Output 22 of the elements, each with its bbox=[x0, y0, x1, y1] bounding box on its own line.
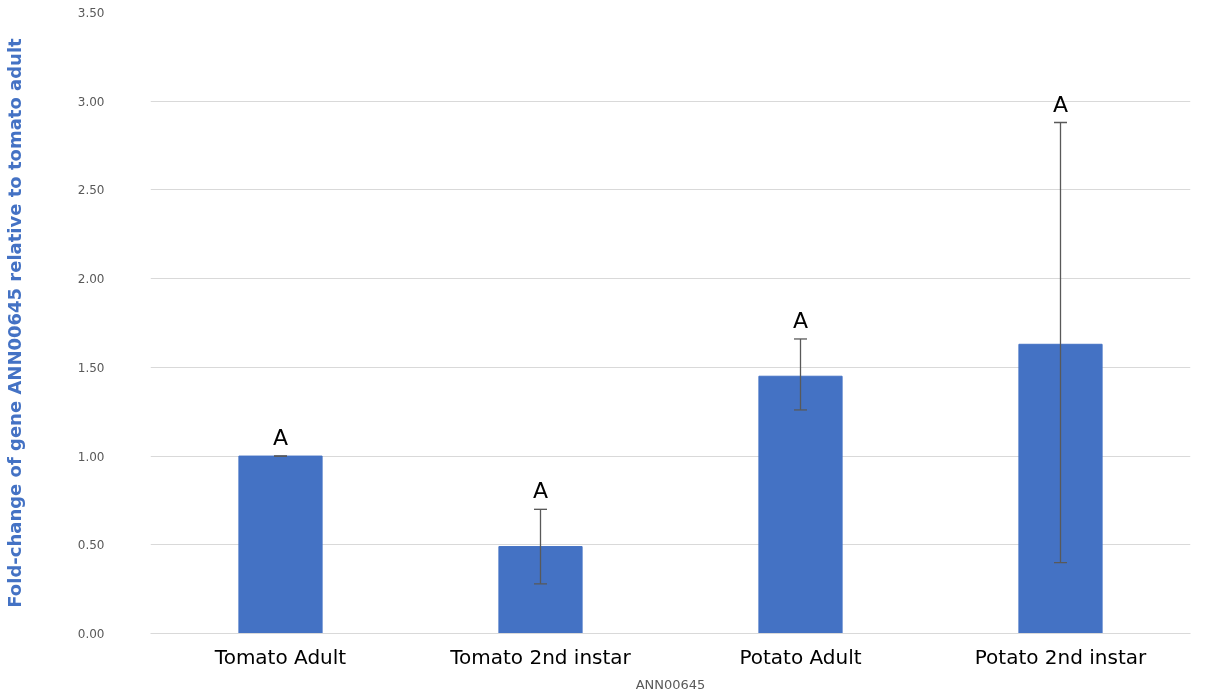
x-tick-label: Potato 2nd instar bbox=[974, 644, 1148, 669]
x-axis-title: ANN00645 bbox=[635, 676, 706, 692]
x-tick-label: Tomato Adult bbox=[213, 644, 347, 669]
y-tick-label: 0.00 bbox=[77, 627, 105, 641]
bar bbox=[758, 375, 843, 634]
y-tick-label: 3.00 bbox=[77, 94, 105, 109]
annotation: A bbox=[272, 425, 289, 451]
y-tick-label: 0.50 bbox=[77, 538, 105, 553]
y-tick-label: 2.00 bbox=[77, 272, 105, 287]
y-axis-title: Fold-change of gene ANN00645 relative to tomato adult bbox=[3, 37, 25, 608]
y-tick-label: 1.00 bbox=[77, 449, 105, 464]
bar bbox=[1018, 343, 1103, 634]
y-tick-label: 2.50 bbox=[77, 183, 105, 198]
annotation: A bbox=[1052, 91, 1069, 117]
y-tick-label: 1.50 bbox=[77, 360, 105, 375]
x-tick-label: Potato Adult bbox=[739, 644, 862, 669]
annotation: A bbox=[792, 307, 809, 333]
bar bbox=[238, 455, 323, 634]
bar bbox=[498, 546, 583, 634]
annotation: A bbox=[532, 478, 549, 504]
x-tick-label: Tomato 2nd instar bbox=[449, 644, 632, 669]
y-tick-label: 3.50 bbox=[77, 6, 105, 20]
